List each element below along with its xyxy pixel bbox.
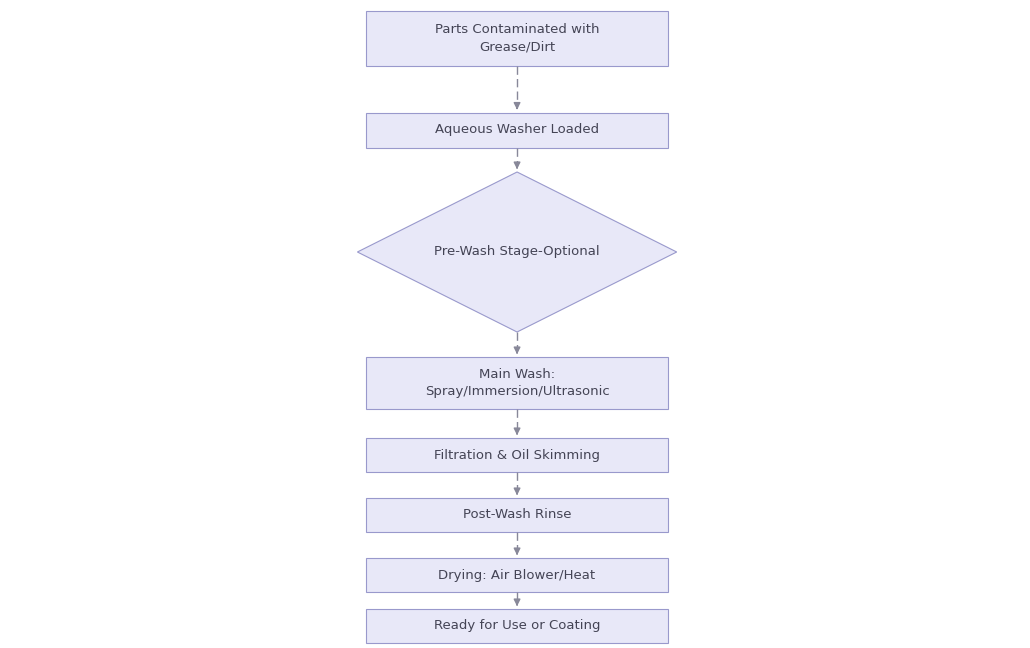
Text: Drying: Air Blower/Heat: Drying: Air Blower/Heat [439,568,595,581]
Text: Parts Contaminated with
Grease/Dirt: Parts Contaminated with Grease/Dirt [435,23,599,53]
Text: Aqueous Washer Loaded: Aqueous Washer Loaded [435,124,599,137]
FancyBboxPatch shape [366,558,668,592]
Text: Ready for Use or Coating: Ready for Use or Coating [434,619,600,632]
FancyBboxPatch shape [366,113,668,148]
FancyBboxPatch shape [366,357,668,409]
Polygon shape [357,172,677,332]
FancyBboxPatch shape [366,438,668,472]
Text: Post-Wash Rinse: Post-Wash Rinse [462,509,572,522]
FancyBboxPatch shape [366,609,668,643]
FancyBboxPatch shape [366,498,668,532]
FancyBboxPatch shape [366,10,668,65]
Text: Main Wash:
Spray/Immersion/Ultrasonic: Main Wash: Spray/Immersion/Ultrasonic [424,368,610,398]
Text: Pre-Wash Stage-Optional: Pre-Wash Stage-Optional [435,246,599,259]
Text: Filtration & Oil Skimming: Filtration & Oil Skimming [434,448,600,461]
